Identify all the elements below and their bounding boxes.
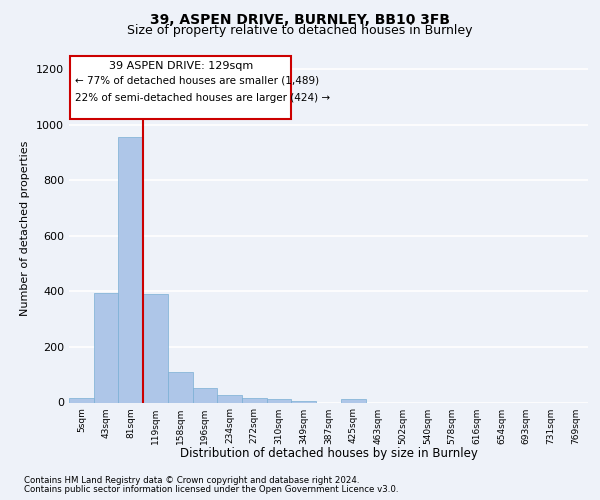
Text: 22% of semi-detached houses are larger (424) →: 22% of semi-detached houses are larger (… bbox=[75, 92, 331, 102]
Bar bbox=[168, 372, 193, 402]
Bar bbox=[217, 395, 242, 402]
Text: 39 ASPEN DRIVE: 129sqm: 39 ASPEN DRIVE: 129sqm bbox=[109, 60, 253, 70]
Bar bbox=[267, 399, 292, 402]
Bar bbox=[242, 398, 267, 402]
Bar bbox=[69, 398, 94, 402]
Bar bbox=[143, 294, 168, 403]
Bar bbox=[94, 292, 118, 403]
Text: 39, ASPEN DRIVE, BURNLEY, BB10 3FB: 39, ASPEN DRIVE, BURNLEY, BB10 3FB bbox=[150, 12, 450, 26]
FancyBboxPatch shape bbox=[70, 56, 292, 119]
Bar bbox=[341, 399, 365, 402]
Bar bbox=[292, 401, 316, 402]
Text: ← 77% of detached houses are smaller (1,489): ← 77% of detached houses are smaller (1,… bbox=[75, 76, 319, 86]
Bar bbox=[193, 388, 217, 402]
Text: Size of property relative to detached houses in Burnley: Size of property relative to detached ho… bbox=[127, 24, 473, 37]
Text: Contains HM Land Registry data © Crown copyright and database right 2024.: Contains HM Land Registry data © Crown c… bbox=[24, 476, 359, 485]
Text: Contains public sector information licensed under the Open Government Licence v3: Contains public sector information licen… bbox=[24, 485, 398, 494]
Bar bbox=[118, 137, 143, 402]
Text: Distribution of detached houses by size in Burnley: Distribution of detached houses by size … bbox=[180, 448, 478, 460]
Y-axis label: Number of detached properties: Number of detached properties bbox=[20, 141, 31, 316]
